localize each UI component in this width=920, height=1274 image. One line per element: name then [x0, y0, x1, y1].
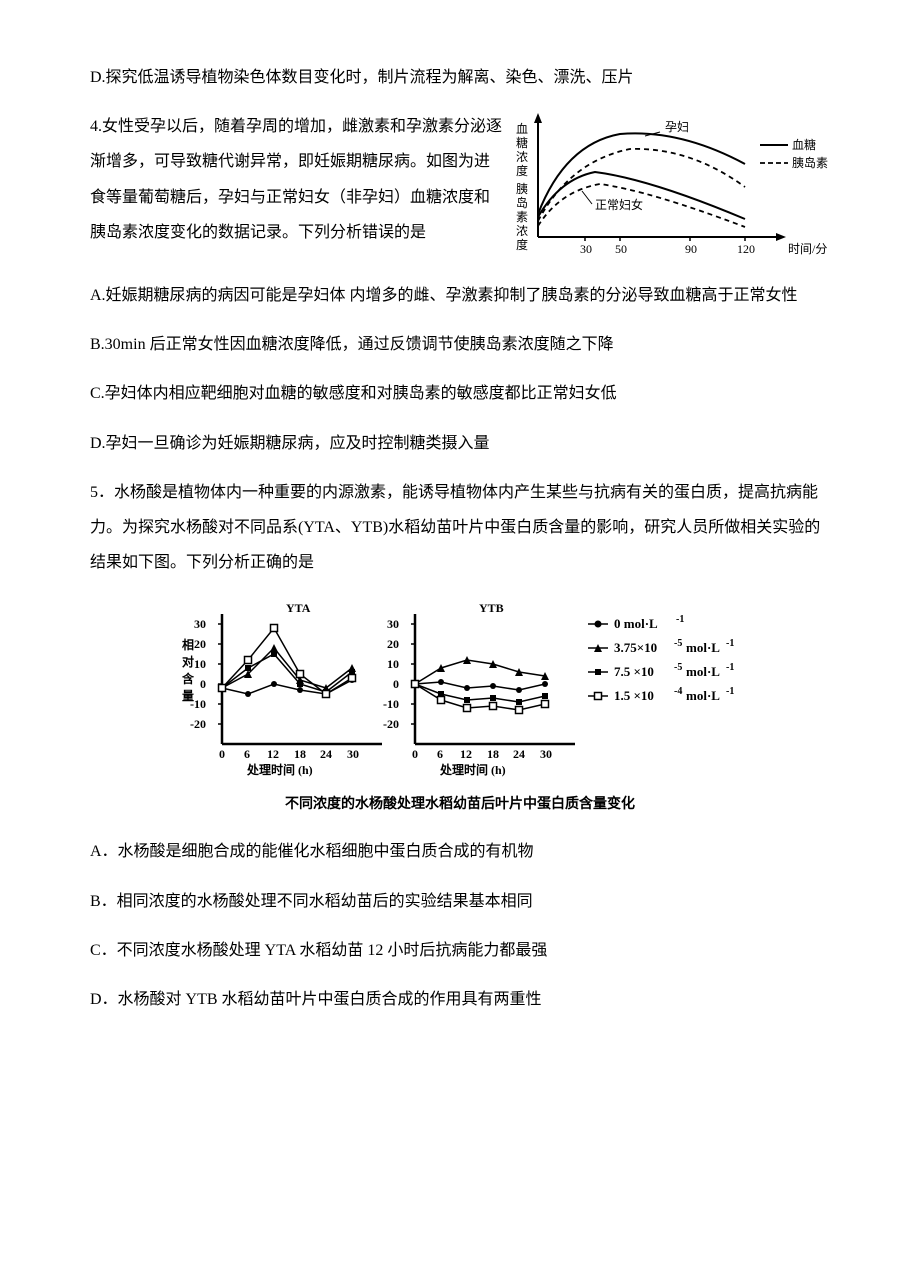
svg-text:-1: -1: [726, 686, 734, 697]
q3-option-d: D.探究低温诱导植物染色体数目变化时，制片流程为解离、染色、漂洗、压片: [90, 60, 830, 95]
svg-text:0: 0: [393, 677, 399, 691]
svg-text:18: 18: [294, 747, 306, 761]
svg-text:处理时间 (h): 处理时间 (h): [246, 762, 313, 777]
svg-text:1.5 ×10: 1.5 ×10: [614, 688, 654, 703]
svg-text:30: 30: [580, 242, 592, 256]
svg-text:相: 相: [182, 637, 194, 652]
svg-text:30: 30: [194, 617, 206, 631]
svg-text:-20: -20: [190, 717, 206, 731]
svg-text:-1: -1: [676, 614, 684, 625]
svg-text:10: 10: [387, 657, 399, 671]
svg-text:-1: -1: [726, 638, 734, 649]
svg-text:mol·L: mol·L: [686, 688, 720, 703]
svg-text:18: 18: [487, 747, 499, 761]
svg-text:0: 0: [200, 677, 206, 691]
svg-text:0 mol·L: 0 mol·L: [614, 616, 658, 631]
q4-chart: 血 糖 浓 度 胰 岛 素 浓 度 30 50 90: [510, 109, 830, 259]
q5-stem: 5．水杨酸是植物体内一种重要的内源激素，能诱导植物体内产生某些与抗病有关的蛋白质…: [90, 475, 830, 581]
svg-text:浓: 浓: [516, 224, 528, 238]
svg-text:-20: -20: [383, 717, 399, 731]
svg-text:mol·L: mol·L: [686, 640, 720, 655]
svg-text:YTA: YTA: [286, 601, 311, 615]
svg-text:度: 度: [516, 163, 528, 178]
svg-text:30: 30: [347, 747, 359, 761]
svg-text:正常妇女: 正常妇女: [595, 197, 643, 212]
svg-text:mol·L: mol·L: [686, 664, 720, 679]
svg-text:浓: 浓: [516, 150, 528, 164]
svg-text:糖: 糖: [516, 135, 528, 150]
q4-figure: 血 糖 浓 度 胰 岛 素 浓 度 30 50 90: [510, 109, 830, 259]
svg-text:素: 素: [516, 210, 528, 224]
question-4: 血 糖 浓 度 胰 岛 素 浓 度 30 50 90: [90, 109, 830, 264]
q5-option-b: B．相同浓度的水杨酸处理不同水稻幼苗后的实验结果基本相同: [90, 884, 830, 919]
q4-option-b: B.30min 后正常女性因血糖浓度降低，通过反馈调节使胰岛素浓度随之下降: [90, 327, 830, 362]
svg-text:6: 6: [244, 747, 250, 761]
svg-text:10: 10: [194, 657, 206, 671]
svg-text:血: 血: [516, 122, 528, 136]
svg-text:0: 0: [412, 747, 418, 761]
q4-option-d: D.孕妇一旦确诊为妊娠期糖尿病，应及时控制糖类摄入量: [90, 426, 830, 461]
svg-text:30: 30: [387, 617, 399, 631]
svg-text:-5: -5: [674, 638, 682, 649]
q5-chart: 相 对 含 量 YTA 30 20 10 0 -10 -20: [180, 594, 740, 794]
svg-text:3.75×10: 3.75×10: [614, 640, 657, 655]
svg-text:含: 含: [182, 671, 195, 686]
svg-text:对: 对: [182, 654, 194, 669]
svg-text:7.5 ×10: 7.5 ×10: [614, 664, 654, 679]
svg-text:12: 12: [267, 747, 279, 761]
svg-text:20: 20: [387, 637, 399, 651]
q5-option-c: C．不同浓度水杨酸处理 YTA 水稻幼苗 12 小时后抗病能力都最强: [90, 933, 830, 968]
q5-option-d: D．水杨酸对 YTB 水稻幼苗叶片中蛋白质合成的作用具有两重性: [90, 982, 830, 1017]
q5-figure: 相 对 含 量 YTA 30 20 10 0 -10 -20: [180, 594, 740, 814]
svg-text:岛: 岛: [516, 195, 528, 210]
svg-text:-1: -1: [726, 662, 734, 673]
q5-option-a: A．水杨酸是细胞合成的能催化水稻细胞中蛋白质合成的有机物: [90, 834, 830, 869]
svg-text:处理时间 (h): 处理时间 (h): [439, 762, 506, 777]
svg-text:50: 50: [615, 242, 627, 256]
svg-text:-5: -5: [674, 662, 682, 673]
svg-text:20: 20: [194, 637, 206, 651]
q4-option-a: A.妊娠期糖尿病的病因可能是孕妇体 内增多的雌、孕激素抑制了胰岛素的分泌导致血糖…: [90, 278, 830, 313]
svg-text:血糖: 血糖: [792, 137, 816, 152]
svg-text:孕妇: 孕妇: [665, 120, 689, 134]
svg-text:度: 度: [516, 237, 528, 252]
svg-text:YTB: YTB: [479, 601, 504, 615]
svg-text:120: 120: [737, 242, 755, 256]
svg-text:24: 24: [513, 747, 525, 761]
svg-text:12: 12: [460, 747, 472, 761]
svg-text:6: 6: [437, 747, 443, 761]
q4-option-c: C.孕妇体内相应靶细胞对血糖的敏感度和对胰岛素的敏感度都比正常妇女低: [90, 376, 830, 411]
svg-text:90: 90: [685, 242, 697, 256]
svg-text:0: 0: [219, 747, 225, 761]
svg-text:胰岛素: 胰岛素: [792, 155, 828, 170]
q5-caption: 不同浓度的水杨酸处理水稻幼苗后叶片中蛋白质含量变化: [180, 796, 740, 814]
svg-text:-4: -4: [674, 686, 682, 697]
svg-text:-10: -10: [383, 697, 399, 711]
svg-text:-10: -10: [190, 697, 206, 711]
svg-text:时间/分: 时间/分: [788, 242, 827, 256]
svg-text:30: 30: [540, 747, 552, 761]
svg-text:24: 24: [320, 747, 332, 761]
svg-text:胰: 胰: [516, 182, 528, 196]
